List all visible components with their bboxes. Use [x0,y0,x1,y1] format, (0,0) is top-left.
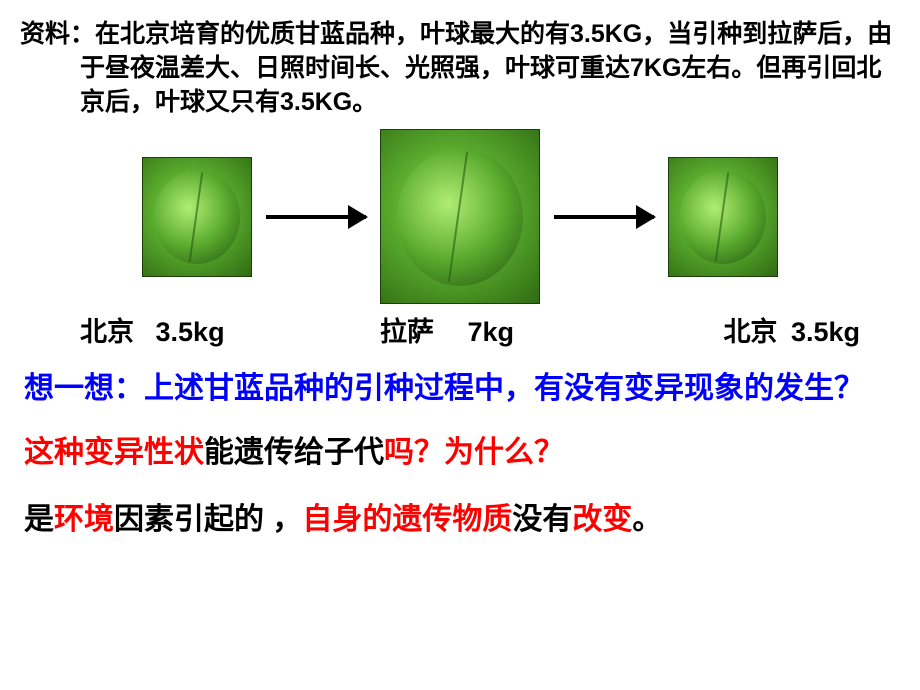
q2-part2: 能遗传给子代 [204,436,384,469]
question-2: 这种变异性状能遗传给子代吗？为什么？ [20,431,900,475]
label-lhasa-place: 拉萨 [380,317,434,347]
answer-line: 是环境因素引起的 ，自身的遗传物质没有改变。 [20,498,900,542]
label-beijing2-place: 北京 [723,317,777,347]
cabbage-beijing-1 [142,157,252,277]
ans-4: 自身的遗传物质 [302,503,512,536]
q2-part3: 吗？为什么？ [384,436,564,469]
cabbage-lhasa [380,129,540,304]
material-text: 资料：在北京培育的优质甘蓝品种，叶球最大的有3.5KG，当引种到拉萨后，由于昼夜… [20,18,900,119]
ans-5: 没有 [512,503,572,536]
label-beijing2-weight: 3.5kg [791,317,860,347]
ans-3: 因素引起的 ， [114,503,302,536]
diagram-labels: 北京 3.5kg 拉萨 7kg 北京 3.5kg [20,310,900,349]
label-beijing1-weight: 3.5kg [156,317,225,347]
arrow-2 [554,215,654,219]
ans-2: 环境 [54,503,114,536]
cabbage-diagram [20,129,900,304]
arrow-1 [266,215,366,219]
label-beijing1-place: 北京 [80,317,134,347]
cabbage-beijing-2 [668,157,778,277]
ans-7: 。 [632,503,662,536]
q2-part1: 这种变异性状 [24,436,204,469]
label-lhasa-weight: 7kg [468,317,515,347]
ans-1: 是 [24,503,54,536]
question-1: 想一想：上述甘蓝品种的引种过程中，有没有变异现象的发生？ [20,367,900,411]
ans-6: 改变 [572,503,632,536]
